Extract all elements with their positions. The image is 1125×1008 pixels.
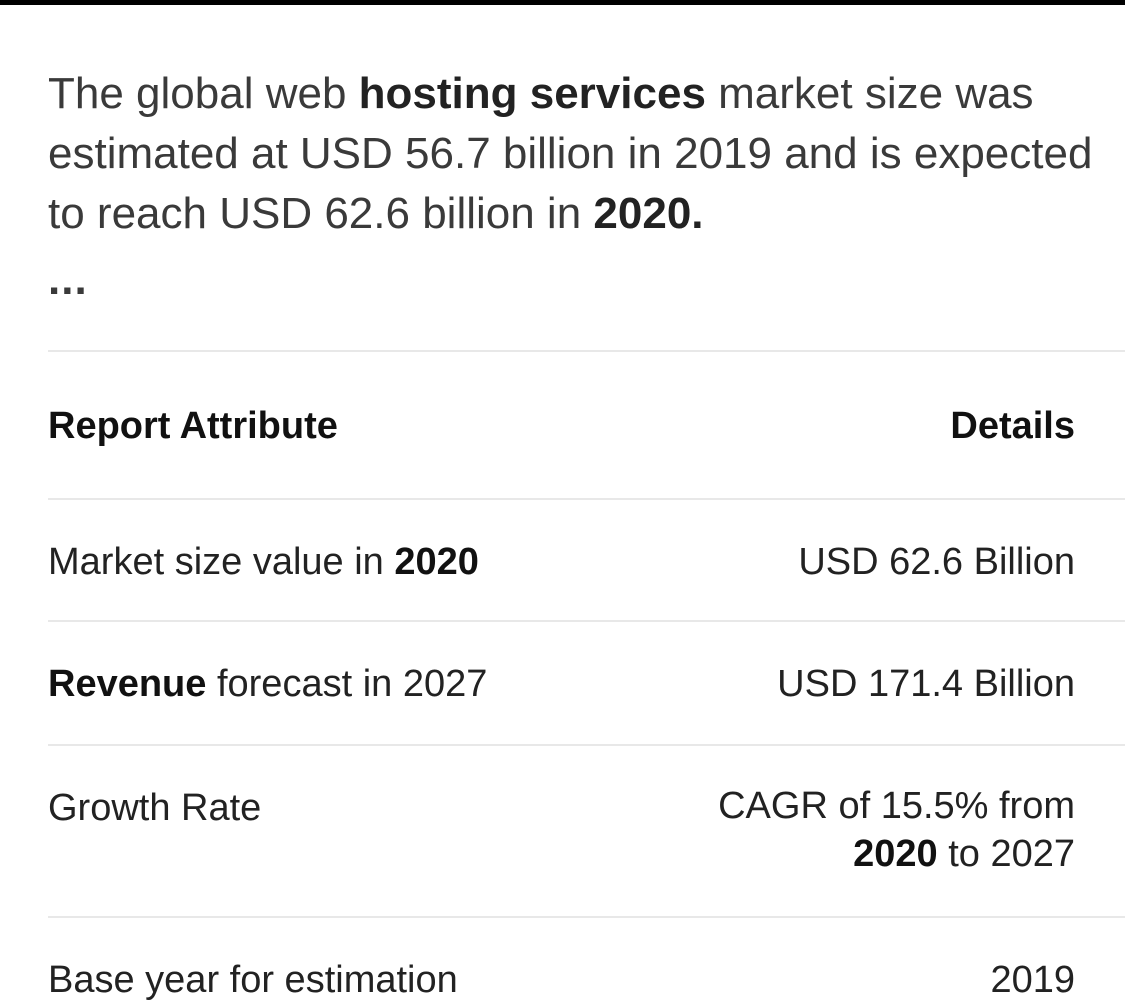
table-divider — [48, 916, 1125, 918]
intro-paragraph: The global web hosting services market s… — [48, 64, 1118, 244]
row-attribute-base-year: Base year for estimation — [48, 959, 458, 1001]
report-table: Report Attribute Details Market size val… — [48, 350, 1125, 1008]
detail-bold-year: 2020 — [853, 833, 938, 875]
row-detail-base-year: 2019 — [990, 959, 1075, 1001]
row-detail-revenue-forecast: USD 171.4 Billion — [777, 663, 1075, 705]
detail-line-2: to 2027 — [937, 833, 1075, 875]
detail-line-1: CAGR of 15.5% from — [718, 785, 1075, 827]
row-detail-market-size: USD 62.6 Billion — [798, 541, 1075, 583]
table-row: Market size value in 2020 USD 62.6 Billi… — [48, 500, 1125, 620]
row-attribute-revenue-forecast: Revenue forecast in 2027 — [48, 660, 487, 708]
row-detail-growth-rate: CAGR of 15.5% from 2020 to 2027 — [718, 782, 1075, 878]
table-divider — [48, 350, 1125, 352]
table-header-row: Report Attribute Details — [48, 352, 1125, 498]
intro-text-2: market size was estimated at USD 56.7 bi… — [48, 69, 1093, 238]
intro-bold-hosting-services: hosting services — [358, 69, 706, 118]
intro-text-1: The global web — [48, 69, 359, 118]
attr-bold: 2020 — [394, 541, 479, 583]
top-border — [0, 0, 1125, 5]
attr-text: forecast in 2027 — [206, 663, 488, 705]
more-ellipsis[interactable]: ... — [48, 255, 88, 304]
header-report-attribute: Report Attribute — [48, 405, 338, 447]
intro-bold-year: 2020. — [593, 189, 704, 238]
header-details: Details — [950, 405, 1075, 447]
table-divider — [48, 620, 1125, 622]
table-divider — [48, 498, 1125, 500]
row-attribute-growth-rate: Growth Rate — [48, 787, 262, 829]
row-attribute-market-size: Market size value in 2020 — [48, 538, 479, 586]
attr-text: Market size value in — [48, 541, 395, 583]
table-row: Revenue forecast in 2027 USD 171.4 Billi… — [48, 622, 1125, 744]
table-row: Base year for estimation 2019 — [48, 918, 1125, 1008]
table-divider — [48, 744, 1125, 746]
attr-bold: Revenue — [48, 663, 207, 705]
table-row: Growth Rate CAGR of 15.5% from 2020 to 20… — [48, 746, 1125, 916]
